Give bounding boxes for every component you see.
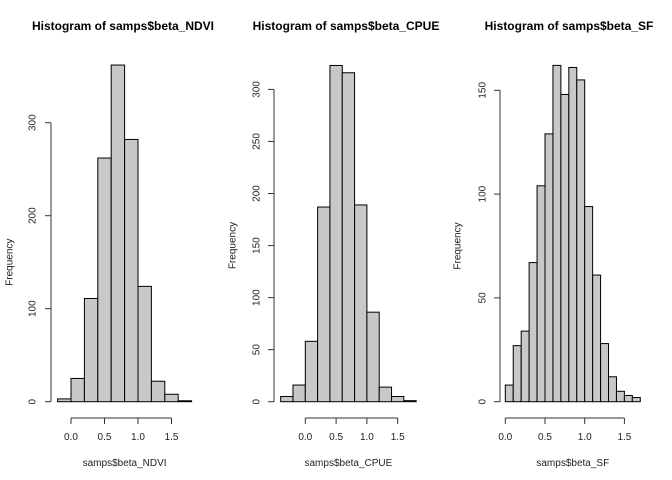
y-tick-label: 300: [28, 114, 39, 131]
histogram-bar: [631, 397, 641, 403]
x-axis-label: samps$beta_SF: [536, 458, 609, 469]
y-tick-label: 0: [28, 398, 39, 404]
y-axis-label: Frequency: [228, 222, 239, 269]
histogram-bar: [520, 330, 530, 403]
y-tick-label: 50: [478, 292, 489, 304]
histogram-bar: [57, 398, 72, 403]
histogram-bar: [615, 390, 625, 403]
histogram-bar: [592, 274, 602, 403]
chart-title: Histogram of samps$beta_NDVI: [32, 19, 214, 33]
x-tick-label: 0.0: [64, 432, 78, 443]
histogram-bar: [560, 93, 570, 403]
x-tick-label: 0.5: [538, 432, 552, 443]
histogram-bar: [341, 72, 356, 403]
histogram-bar: [317, 206, 331, 403]
x-tick-label: 1.5: [165, 432, 179, 443]
y-tick-label: 150: [478, 82, 489, 99]
histogram-bar: [600, 343, 610, 403]
x-tick-label: 1.0: [360, 432, 374, 443]
histogram-bar: [70, 377, 85, 403]
histogram-bar: [83, 297, 99, 403]
histogram-bar: [403, 400, 417, 403]
y-tick-label: 100: [252, 289, 263, 306]
x-tick-label: 1.5: [391, 432, 405, 443]
y-tick-label: 200: [252, 185, 263, 202]
histogram-bar: [137, 285, 152, 403]
histogram-bar: [354, 204, 368, 403]
chart-title: Histogram of samps$beta_SF: [485, 19, 654, 33]
chart-title: Histogram of samps$beta_CPUE: [253, 19, 440, 33]
histogram-bar: [280, 395, 294, 403]
y-tick-label: 100: [28, 300, 39, 317]
histogram-bar: [150, 380, 166, 403]
y-tick-label: 300: [252, 81, 263, 98]
histogram-panel-cpue: Histogram of samps$beta_CPUE samps$beta_…: [228, 19, 440, 469]
histogram-bar: [544, 133, 554, 403]
y-axis-label: Frequency: [453, 222, 464, 269]
histogram-bar: [124, 138, 139, 403]
x-tick-label: 0.0: [498, 432, 512, 443]
histogram-bar: [623, 394, 633, 403]
histogram-bar: [366, 311, 380, 403]
histogram-bar: [608, 376, 617, 403]
histogram-bar: [97, 157, 112, 403]
histogram-bar: [584, 206, 594, 403]
y-tick-label: 100: [478, 185, 489, 202]
x-tick-label: 0.0: [298, 432, 312, 443]
histogram-bar: [378, 386, 393, 403]
histogram-bar: [329, 64, 343, 403]
x-tick-label: 1.0: [578, 432, 592, 443]
histogram-bar: [504, 384, 514, 403]
y-axis-label: Frequency: [5, 239, 16, 286]
x-axis-label: samps$beta_NDVI: [83, 458, 167, 469]
x-axis-label: samps$beta_CPUE: [305, 458, 393, 469]
histogram-bar: [110, 64, 126, 403]
y-tick-label: 250: [252, 133, 263, 150]
y-tick-label: 0: [478, 398, 489, 404]
y-tick-label: 150: [252, 237, 263, 254]
histogram-panel-sf: Histogram of samps$beta_SF samps$beta_SF…: [453, 19, 654, 469]
x-tick-label: 1.0: [131, 432, 145, 443]
x-tick-label: 1.5: [617, 432, 631, 443]
y-tick-label: 200: [28, 207, 39, 224]
histogram-bar: [164, 393, 179, 403]
y-tick-label: 0: [252, 398, 263, 404]
histogram-bar: [177, 400, 193, 403]
histogram-bar: [304, 340, 319, 403]
histogram-bar: [576, 79, 586, 403]
histogram-bar: [552, 64, 562, 403]
histogram-bar: [536, 185, 546, 403]
histogram-bar: [512, 345, 522, 403]
histogram-bar: [391, 395, 405, 403]
x-tick-label: 0.5: [329, 432, 343, 443]
histogram-panel-ndvi: Histogram of samps$beta_NDVI samps$beta_…: [5, 19, 214, 469]
histogram-bar: [568, 66, 578, 403]
y-tick-label: 50: [252, 344, 263, 356]
histogram-bar: [292, 384, 306, 403]
x-tick-label: 0.5: [98, 432, 112, 443]
histogram-bar: [528, 262, 538, 403]
